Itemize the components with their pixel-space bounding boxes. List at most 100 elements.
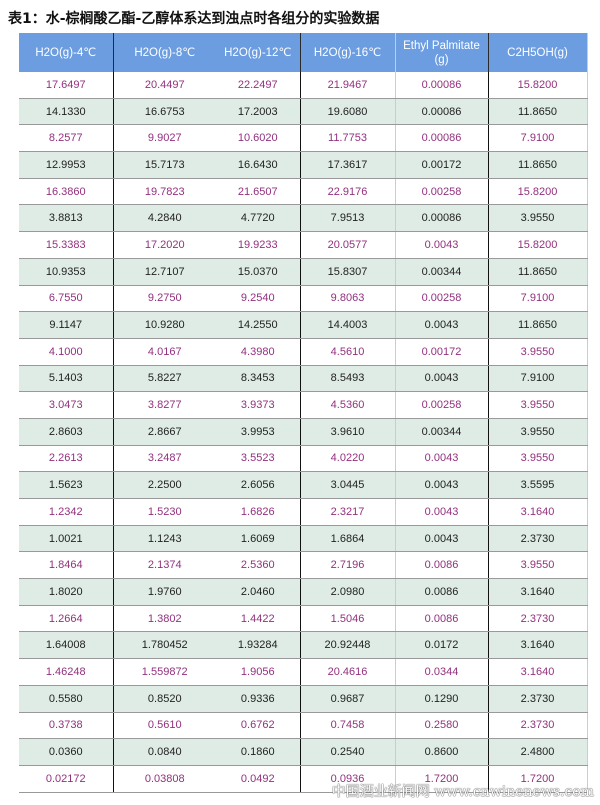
table-row: 1.2664 1.3802 1.4422 1.5046 0.0086 2.3730 (19, 605, 588, 633)
table-cell: 9.2750 (113, 285, 216, 313)
column-header: H2O(g)-12℃ (216, 33, 301, 72)
table-row: 9.1147 10.9280 14.2550 14.4003 0.0043 11.8650 (19, 311, 588, 339)
table-cell: 14.4003 (300, 311, 396, 339)
table-cell: 0.0172 (395, 631, 489, 660)
table-cell: 0.8600 (395, 738, 489, 766)
table-row: 17.6497 20.4497 22.2497 21.9467 0.00086 15.82… (19, 72, 588, 99)
table-cell: 0.0086 (395, 551, 489, 580)
table-cell: 2.3730 (488, 605, 588, 633)
table-cell: 2.8603 (19, 418, 114, 446)
table-cell: 4.3980 (216, 338, 301, 366)
table-cell: 12.7107 (113, 258, 216, 286)
table-cell: 0.1290 (395, 685, 489, 713)
table-cell: 0.0043 (395, 231, 489, 259)
table-cell: 4.7720 (216, 204, 301, 233)
table-cell: 1.0021 (19, 525, 114, 553)
table-row: 16.3860 19.7823 21.6507 22.9176 0.00258 15.82… (19, 178, 588, 206)
table-cell: 19.9233 (216, 231, 301, 259)
table-cell: 2.7196 (300, 551, 396, 580)
table-cell: 0.0344 (395, 658, 489, 686)
table-cell: 1.6069 (216, 525, 301, 553)
table-cell: 2.5360 (216, 551, 301, 580)
table-cell: 9.9027 (113, 124, 216, 153)
table-cell: 1.2342 (19, 498, 114, 526)
table-cell: 1.559872 (113, 658, 216, 686)
table-cell: 0.03808 (113, 765, 216, 793)
table-cell: 2.3730 (488, 685, 588, 713)
table-cell: 11.8650 (488, 151, 588, 179)
column-header: H2O(g)-4℃ (19, 33, 114, 72)
table-cell: 14.1330 (19, 98, 114, 126)
table-cell: 3.5595 (488, 471, 588, 499)
table-row: 0.0360 0.0840 0.1860 0.2540 0.8600 2.4800 (19, 738, 588, 766)
table-row: 1.46248 1.559872 1.9056 20.4616 0.0344 3.1640 (19, 658, 588, 686)
table-cell: 2.2613 (19, 445, 114, 473)
table-cell: 3.5523 (216, 445, 301, 473)
table-cell: 3.1640 (488, 578, 588, 606)
table-row: 15.3383 17.2020 19.9233 20.0577 0.0043 15.820… (19, 231, 588, 259)
table-cell: 1.4422 (216, 605, 301, 633)
table-cell: 16.6753 (113, 98, 216, 126)
table-cell: 0.3738 (19, 712, 114, 740)
table-cell: 3.1640 (488, 658, 588, 686)
table-cell: 0.0043 (395, 498, 489, 526)
table-row: 6.7550 9.2750 9.2540 9.8063 0.00258 7.9100 (19, 285, 588, 313)
table-cell: 1.93284 (216, 631, 301, 660)
table-row: 2.2613 3.2487 3.5523 4.0220 0.0043 3.9550 (19, 445, 588, 473)
table-cell: 22.9176 (300, 178, 396, 206)
table-cell: 1.1243 (113, 525, 216, 553)
table-cell: 1.9056 (216, 658, 301, 686)
table-cell: 0.5580 (19, 685, 114, 713)
table-cell: 1.64008 (19, 631, 114, 660)
table-cell: 1.780452 (113, 631, 216, 660)
table-cell: 1.5230 (113, 498, 216, 526)
table-cell: 0.00258 (395, 178, 489, 206)
table-row: 8.2577 9.9027 10.6020 11.7753 0.00086 7.9100 (19, 124, 588, 153)
column-header: Ethyl Palmitate (g) (395, 33, 489, 72)
table-cell: 16.3860 (19, 178, 114, 206)
table-cell: 3.0445 (300, 471, 396, 499)
table-cell: 20.4616 (300, 658, 396, 686)
table-cell: 15.3383 (19, 231, 114, 259)
table-cell: 0.00172 (395, 338, 489, 366)
table-cell: 21.9467 (300, 72, 396, 99)
table-cell: 0.00344 (395, 418, 489, 446)
table-cell: 9.2540 (216, 285, 301, 313)
table-cell: 19.6080 (300, 98, 396, 126)
table-cell: 12.9953 (19, 151, 114, 179)
table-cell: 15.8200 (488, 178, 588, 206)
table-row: 4.1000 4.0167 4.3980 4.5610 0.00172 3.9550 (19, 338, 588, 366)
table-cell: 4.2840 (113, 204, 216, 233)
column-header: H2O(g)-8℃ (113, 33, 216, 72)
table-cell: 11.8650 (488, 98, 588, 126)
table-cell: 10.6020 (216, 124, 301, 153)
table-cell: 0.1860 (216, 738, 301, 766)
table-cell: 3.9550 (488, 418, 588, 446)
table-cell: 4.5360 (300, 391, 396, 419)
table-cell: 3.1640 (488, 498, 588, 526)
table-row: 14.1330 16.6753 17.2003 19.6080 0.00086 11.86… (19, 98, 588, 126)
table-row: 1.0021 1.1243 1.6069 1.6864 0.0043 2.3730 (19, 525, 588, 553)
table-cell: 6.7550 (19, 285, 114, 313)
table-cell: 1.6826 (216, 498, 301, 526)
table-cell: 4.1000 (19, 338, 114, 366)
table-cell: 4.0167 (113, 338, 216, 366)
table-cell: 10.9353 (19, 258, 114, 286)
table-row: 1.8464 2.1374 2.5360 2.7196 0.0086 3.9550 (19, 551, 588, 580)
table-row: 3.0473 3.8277 3.9373 4.5360 0.00258 3.9550 (19, 391, 588, 419)
table-title: 表1：水-棕榈酸乙酯-乙醇体系达到浊点时各组分的实验数据 (8, 11, 380, 27)
table-cell: 0.00086 (395, 124, 489, 153)
table-cell: 0.0492 (216, 765, 301, 793)
table-cell: 0.6762 (216, 712, 301, 740)
table-row: 12.9953 15.7173 16.6430 17.3617 0.00172 11.86… (19, 151, 588, 179)
table-cell: 19.7823 (113, 178, 216, 206)
table-cell: 2.3217 (300, 498, 396, 526)
table-cell: 5.8227 (113, 365, 216, 393)
table-row: 0.3738 0.5610 0.6762 0.7458 0.2580 2.3730 (19, 712, 588, 740)
table-cell: 21.6507 (216, 178, 301, 206)
table-cell: 1.5046 (300, 605, 396, 633)
table-cell: 3.9373 (216, 391, 301, 419)
table-row: 2.8603 2.8667 3.9953 3.9610 0.00344 3.9550 (19, 418, 588, 446)
table-cell: 8.2577 (19, 124, 114, 153)
table-cell: 1.9760 (113, 578, 216, 606)
